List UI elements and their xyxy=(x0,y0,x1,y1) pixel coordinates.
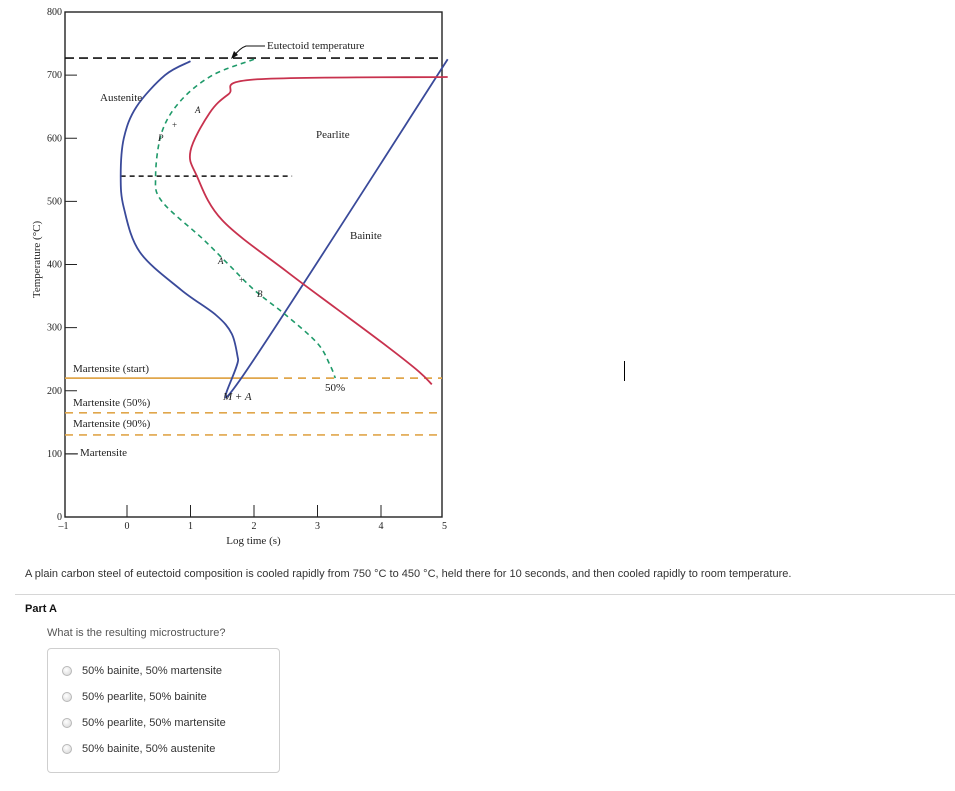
option-label: 50% pearlite, 50% martensite xyxy=(82,717,226,729)
martensite-label: Martensite xyxy=(80,447,127,459)
divider xyxy=(15,594,955,595)
eutectoid-label: Eutectoid temperature xyxy=(267,40,365,52)
radio-button[interactable] xyxy=(62,692,72,702)
martensite-90-label: Martensite (90%) xyxy=(73,418,151,430)
answer-options: 50% bainite, 50% martensite 50% pearlite… xyxy=(47,648,280,773)
cooling-path-curve xyxy=(154,58,337,379)
arrow-head-icon xyxy=(231,51,238,59)
y-tick-label: 700 xyxy=(47,70,62,81)
radio-button[interactable] xyxy=(62,718,72,728)
x-tick-label: 4 xyxy=(379,521,384,532)
y-tick-label: 400 xyxy=(47,260,62,271)
problem-statement: A plain carbon steel of eutectoid compos… xyxy=(25,568,792,580)
y-tick-label: 0 xyxy=(57,512,62,523)
point-label-a-lower: A xyxy=(217,256,224,266)
x-tick-label: 2 xyxy=(252,521,257,532)
plot-frame xyxy=(64,11,443,518)
option-label: 50% bainite, 50% austenite xyxy=(82,743,216,755)
text-cursor xyxy=(624,361,625,381)
x-tick-label: 1 xyxy=(188,521,193,532)
answer-option-2[interactable]: 50% pearlite, 50% bainite xyxy=(62,691,207,703)
point-label-b: B xyxy=(257,289,263,299)
x-tick-label: 5 xyxy=(442,521,447,532)
x-tick-label: 3 xyxy=(315,521,320,532)
martensite-50-label: Martensite (50%) xyxy=(73,397,151,409)
y-tick-label: 100 xyxy=(47,449,62,460)
martensite-start-label: Martensite (start) xyxy=(73,363,149,375)
answer-option-4[interactable]: 50% bainite, 50% austenite xyxy=(62,743,215,755)
x-tick-label: –1 xyxy=(58,521,69,532)
path-marker-plus: + xyxy=(239,275,244,285)
radio-button[interactable] xyxy=(62,666,72,676)
part-title: Part A xyxy=(25,603,57,615)
x-axis-label: Log time (s) xyxy=(226,535,281,547)
martensite-austenite-label: M + A xyxy=(222,391,252,403)
option-label: 50% bainite, 50% martensite xyxy=(82,665,223,677)
eutectoid-callout-line xyxy=(233,45,265,57)
austenite-label: Austenite xyxy=(100,92,142,104)
x-tick-label: 0 xyxy=(125,521,130,532)
y-tick-label: 200 xyxy=(47,386,62,397)
radio-button[interactable] xyxy=(62,744,72,754)
y-axis-label: Temperature (°C) xyxy=(31,221,43,299)
question-text: What is the resulting microstructure? xyxy=(47,627,226,639)
pearlite-label: Pearlite xyxy=(316,129,350,141)
answer-option-3[interactable]: 50% pearlite, 50% martensite xyxy=(62,717,226,729)
y-tick-label: 600 xyxy=(47,133,62,144)
fifty-percent-curve xyxy=(188,76,448,386)
answer-option-1[interactable]: 50% bainite, 50% martensite xyxy=(62,665,222,677)
y-tick-label: 300 xyxy=(47,323,62,334)
point-label-p: P xyxy=(157,133,164,143)
fifty-percent-label: 50% xyxy=(325,382,345,394)
point-label-a-upper: A xyxy=(194,105,201,115)
y-tick-label: 500 xyxy=(47,196,62,207)
transformation-start-curve xyxy=(119,58,449,399)
y-tick-label: 800 xyxy=(47,7,62,18)
bainite-label: Bainite xyxy=(350,230,382,242)
path-marker-plus: + xyxy=(172,120,177,130)
option-label: 50% pearlite, 50% bainite xyxy=(82,691,207,703)
